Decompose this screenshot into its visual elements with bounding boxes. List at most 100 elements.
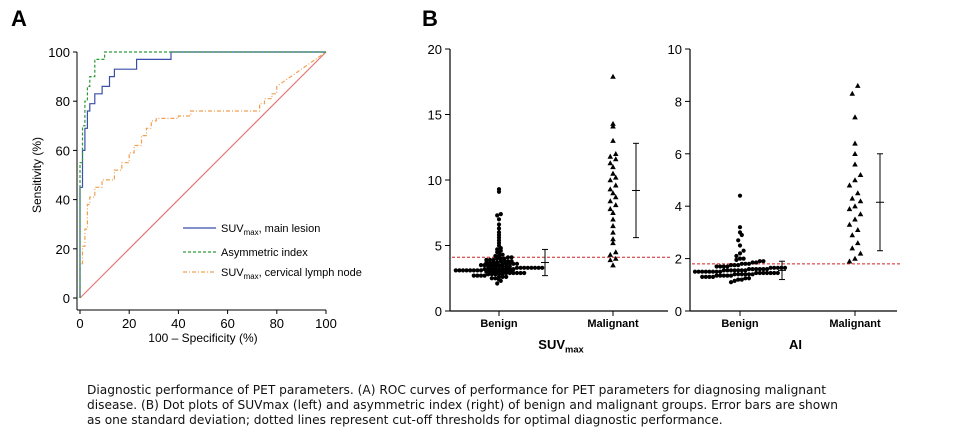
malignant-point	[607, 177, 613, 183]
benign-point	[514, 265, 520, 270]
malignant-point	[855, 190, 861, 196]
y-tick-label: 20	[56, 242, 70, 257]
benign-point	[725, 264, 730, 269]
malignant-point	[849, 232, 855, 238]
panel-b-letter: B	[422, 6, 438, 31]
malignant-point	[857, 172, 864, 177]
y-tick-label: 0	[63, 291, 70, 306]
benign-point	[736, 263, 741, 268]
category-label: Benign	[721, 318, 759, 330]
malignant-point	[846, 258, 853, 264]
legend-label-rest: , main lesion	[259, 223, 321, 235]
malignant-point	[846, 182, 853, 188]
benign-point	[496, 222, 502, 227]
malignant-point	[613, 194, 619, 200]
benign-point	[761, 267, 766, 272]
caption-line-1: Diagnostic performance of PET parameters…	[87, 383, 827, 397]
x-tick-label: 80	[270, 316, 284, 331]
roc-curve-2	[79, 51, 327, 298]
benign-point	[518, 265, 523, 270]
malignant-point	[607, 198, 613, 204]
benign-point	[779, 265, 784, 270]
y-tick-label: 80	[56, 94, 70, 109]
benign-point	[750, 260, 755, 265]
malignant-point	[610, 123, 616, 129]
benign-point	[495, 213, 500, 218]
malignant-point	[610, 137, 616, 143]
x-tick-label: 20	[122, 316, 136, 331]
malignant-point	[846, 221, 853, 227]
benign-point	[743, 276, 748, 281]
benign-point	[502, 256, 507, 261]
malignant-point	[857, 198, 864, 204]
benign-point	[737, 230, 743, 235]
benign-point	[484, 257, 489, 262]
benign-point	[764, 270, 770, 276]
ai-dot-plot: 0 2 4 6 8 10 Benign Malignant AI	[668, 42, 901, 352]
benign-point	[761, 259, 766, 264]
benign-point	[460, 268, 466, 273]
benign-point	[741, 248, 746, 253]
malignant-point	[613, 174, 619, 180]
benign-point	[739, 272, 744, 277]
legend-label: SUVmax, cervical lymph node	[221, 267, 362, 281]
benign-point	[493, 253, 498, 259]
benign-point	[725, 268, 730, 273]
malignant-point	[613, 182, 619, 188]
malignant-point	[849, 195, 855, 201]
roc-chart: 0 20 40 60 80 100 0 20 40 60 80 100 100 – Specificit…	[30, 45, 362, 345]
benign-point	[754, 260, 759, 265]
benign-point	[737, 243, 743, 248]
benign-point	[489, 276, 494, 281]
benign-point	[721, 273, 726, 278]
benign-point	[496, 226, 502, 231]
benign-point	[471, 273, 476, 278]
malignant-point	[857, 211, 864, 217]
benign-point	[703, 269, 708, 274]
benign-point	[782, 265, 788, 270]
benign-point	[732, 272, 737, 277]
benign-point	[714, 269, 719, 274]
benign-point	[509, 255, 514, 260]
malignant-point	[613, 151, 619, 156]
malignant-point	[610, 209, 616, 215]
benign-point	[540, 265, 545, 270]
benign-point	[757, 267, 762, 272]
malignant-point	[607, 257, 613, 263]
benign-point	[525, 265, 530, 270]
benign-point	[737, 251, 743, 256]
legend-label-sub: max	[244, 272, 259, 281]
y-tick-label: 0	[435, 304, 442, 319]
y-tick-label: 40	[56, 193, 70, 208]
benign-point	[718, 273, 723, 278]
benign-point	[495, 281, 500, 286]
benign-point	[750, 267, 755, 272]
benign-point	[775, 265, 780, 270]
x-tick-label: 100	[315, 316, 337, 331]
benign-point	[707, 269, 712, 274]
benign-point	[718, 269, 723, 274]
x-axis-label: AI	[789, 337, 802, 352]
malignant-point	[610, 170, 616, 176]
benign-point	[736, 272, 741, 277]
y-tick-label: 8	[675, 94, 682, 109]
roc-curve-0	[79, 51, 326, 298]
malignant-point	[855, 240, 861, 246]
malignant-point	[852, 203, 858, 209]
benign-point	[746, 261, 752, 266]
malignant-point	[852, 255, 858, 261]
benign-point	[692, 269, 698, 274]
malignant-point	[852, 114, 858, 120]
benign-point	[457, 268, 462, 273]
benign-point	[714, 264, 719, 269]
category-label: Benign	[480, 318, 518, 330]
benign-point	[482, 273, 487, 278]
benign-point	[772, 270, 777, 276]
malignant-point	[852, 177, 858, 183]
malignant-point	[852, 140, 858, 146]
x-axis-label-sub: max	[565, 345, 585, 355]
benign-point	[518, 270, 523, 276]
benign-point	[775, 270, 780, 276]
y-tick-label: 20	[428, 42, 442, 57]
